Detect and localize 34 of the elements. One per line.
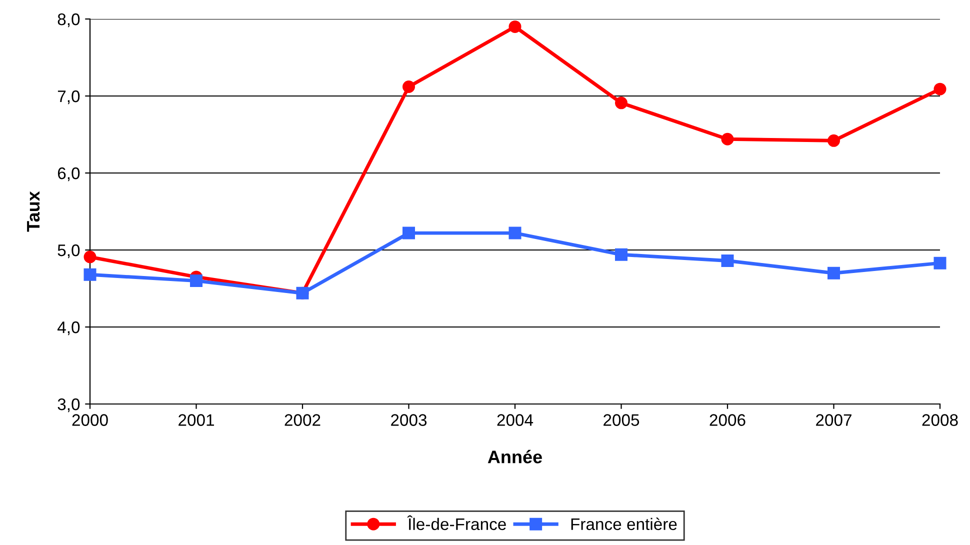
point: [721, 254, 734, 268]
point: [934, 82, 946, 96]
x-tick-label: 2008: [922, 414, 958, 426]
legend-label: France entière: [571, 518, 677, 530]
y-tick-label: 5,0: [58, 244, 80, 258]
y-axis-title: Taux: [27, 191, 40, 232]
x-tick-label: 2004: [497, 414, 534, 426]
x-axis-title: Année: [488, 450, 542, 464]
y-tick-label: 4,0: [57, 321, 80, 336]
point: [190, 274, 202, 288]
legend-label: Île-de-France: [407, 515, 506, 530]
x-tick-label: 2001: [178, 414, 214, 426]
y-tick-label: 6,0: [58, 167, 80, 182]
x-tick-label: 2005: [604, 414, 640, 426]
y-tick-label: 3,0: [58, 398, 80, 412]
point: [402, 80, 415, 94]
x-tick-label: 2007: [816, 414, 852, 426]
x-tick-label: 2006: [710, 414, 746, 426]
point: [84, 250, 96, 264]
point: [615, 248, 628, 261]
point: [615, 96, 628, 110]
y-tick-label: 8,0: [58, 13, 80, 28]
x-tick-label: 2002: [284, 414, 320, 426]
x-tick-label: 2000: [72, 414, 108, 426]
point: [828, 266, 840, 280]
point: [934, 256, 946, 270]
point: [508, 226, 522, 240]
x-tick-label: 2003: [391, 414, 427, 426]
point: [402, 226, 415, 240]
y-tick-label: 7,0: [58, 90, 80, 104]
point: [721, 132, 734, 146]
point: [828, 134, 840, 147]
point: [508, 20, 522, 33]
point: [84, 268, 96, 281]
